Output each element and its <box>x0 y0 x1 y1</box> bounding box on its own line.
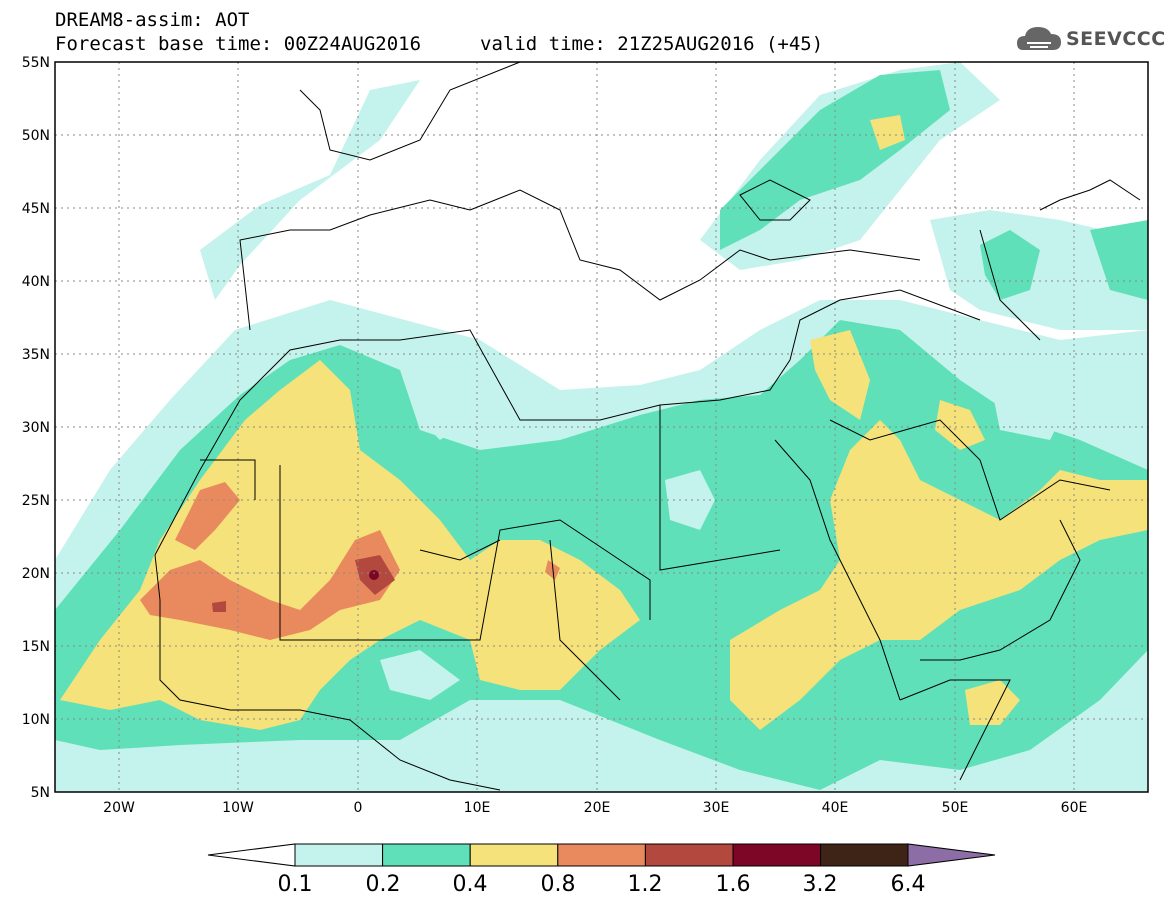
lat-label: 5N <box>31 785 50 801</box>
colorbar-swatch <box>294 843 384 867</box>
forecast-base-time: Forecast base time: 00Z24AUG2016 <box>55 33 422 55</box>
colorbar-label: 1.2 <box>627 872 663 897</box>
graticule <box>55 62 1148 792</box>
lat-label: 15N <box>22 639 50 655</box>
colorbar-label: 1.6 <box>715 872 751 897</box>
lon-label: 50E <box>942 800 969 816</box>
colorbar-swatch <box>732 843 822 867</box>
logo-text: SEEVCCC <box>1066 28 1165 50</box>
coastlines <box>154 62 1141 791</box>
lat-label: 35N <box>22 347 50 363</box>
longitude-labels: 20W 10W 0 10E 20E 30E 40E 50E 60E <box>103 800 1087 816</box>
colorbar-label: 3.2 <box>802 872 838 897</box>
colorbar-high-arrow <box>907 843 996 867</box>
colorbar-low-arrow <box>207 843 296 867</box>
lon-label: 60E <box>1061 800 1088 816</box>
lat-label: 45N <box>22 201 50 217</box>
colorbar-swatch <box>820 843 909 867</box>
lon-label: 10E <box>464 800 491 816</box>
lon-label: 30E <box>703 800 730 816</box>
colorbar <box>207 843 996 867</box>
lat-label: 55N <box>22 55 50 71</box>
chart-title: DREAM8-assim: AOT <box>55 9 250 31</box>
lat-label: 25N <box>22 493 50 509</box>
lat-label: 30N <box>22 420 50 436</box>
aot-band-1.6 <box>369 570 379 580</box>
latitude-labels: 55N 50N 45N 40N 35N 30N 25N 20N 15N 10N … <box>22 55 50 801</box>
valid-time: valid time: 21Z25AUG2016 (+45) <box>480 33 824 55</box>
aot-field <box>55 62 1148 792</box>
lat-label: 10N <box>22 712 50 728</box>
colorbar-label: 0.4 <box>452 872 488 897</box>
cloud-logo-icon <box>1017 27 1061 50</box>
lon-label: 20W <box>103 800 135 816</box>
colorbar-label: 0.1 <box>277 872 313 897</box>
lat-label: 40N <box>22 274 50 290</box>
lat-label: 50N <box>22 128 50 144</box>
lon-label: 10W <box>222 800 254 816</box>
lon-label: 0 <box>354 800 363 816</box>
aot-band-0.4 <box>60 115 1148 730</box>
colorbar-swatch <box>557 843 646 867</box>
aot-gaps <box>380 375 1070 700</box>
map-frame <box>54 61 1149 793</box>
colorbar-swatch <box>469 843 559 867</box>
colorbar-label: 6.4 <box>890 872 926 897</box>
colorbar-swatch <box>382 843 471 867</box>
lon-label: 20E <box>584 800 611 816</box>
colorbar-swatch <box>644 843 734 867</box>
lat-label: 20N <box>22 566 50 582</box>
lon-label: 40E <box>822 800 849 816</box>
colorbar-label: 0.8 <box>540 872 576 897</box>
colorbar-label: 0.2 <box>365 872 401 897</box>
